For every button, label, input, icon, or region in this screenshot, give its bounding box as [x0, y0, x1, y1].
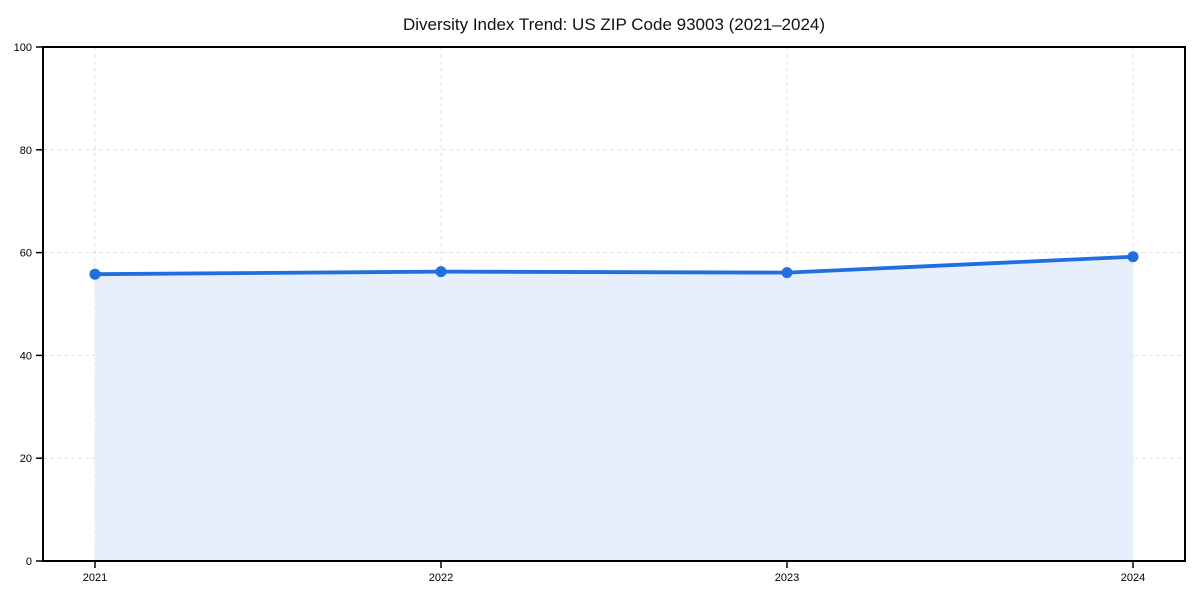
tick-marks	[36, 46, 1134, 568]
y-tick-label: 60	[20, 248, 32, 260]
x-tick-label: 2021	[83, 572, 107, 584]
data-point	[89, 268, 101, 280]
data-point	[781, 267, 793, 279]
y-tick-labels: 0 20 40 60 80 100	[14, 42, 32, 568]
y-tick-label: 100	[14, 42, 32, 54]
trend-line	[93, 254, 1135, 277]
y-tick-label: 20	[20, 453, 32, 465]
data-point	[435, 266, 447, 278]
data-point	[1127, 251, 1139, 263]
x-tick-label: 2024	[1121, 572, 1145, 584]
chart-title: Diversity Index Trend: US ZIP Code 93003…	[402, 15, 826, 34]
y-tick-label: 0	[26, 556, 32, 568]
x-tick-labels: 2021 2022 2023 2024	[83, 572, 1145, 584]
y-tick-label: 40	[20, 350, 32, 362]
y-tick-label: 80	[20, 145, 32, 157]
axes-frame	[42, 46, 1186, 562]
data-point-markers	[89, 251, 1139, 280]
x-tick-label: 2022	[429, 572, 453, 584]
x-tick-label: 2023	[775, 572, 799, 584]
area-fill	[95, 256, 1133, 561]
